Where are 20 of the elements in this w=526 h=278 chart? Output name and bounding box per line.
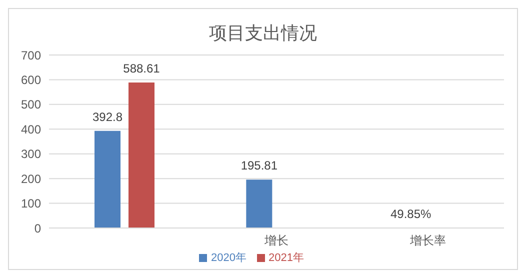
y-tick-label: 0	[34, 221, 42, 236]
y-tick-label: 500	[20, 98, 42, 112]
x-tick-label: 增长率	[409, 234, 446, 248]
data-label: 588.61	[123, 62, 160, 76]
x-tick-label: 增长	[264, 234, 288, 248]
y-tick-label: 100	[20, 196, 42, 211]
y-tick-label: 700	[20, 48, 42, 62]
y-tick-label: 300	[20, 147, 42, 162]
legend-label: 2020年	[211, 252, 246, 264]
data-label: 195.81	[240, 158, 278, 173]
y-tick-label: 600	[20, 72, 42, 87]
legend-label: 2021年	[268, 252, 304, 264]
bar	[94, 130, 120, 228]
bar	[128, 82, 154, 228]
y-tick-label: 200	[20, 172, 42, 186]
data-label: 392.8	[92, 110, 123, 124]
y-tick-label: 400	[20, 122, 42, 136]
data-label: 49.85%	[390, 206, 432, 221]
chart-title: 项目支出情况	[208, 22, 318, 45]
bar	[246, 180, 272, 228]
